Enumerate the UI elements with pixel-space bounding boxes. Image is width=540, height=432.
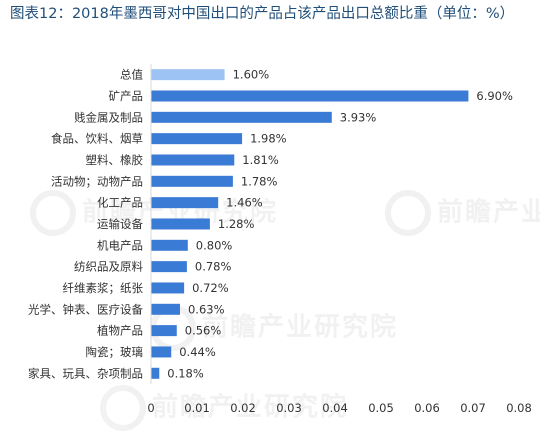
category-label: 植物产品 <box>97 324 143 338</box>
watermark-logo-icon <box>100 385 146 431</box>
value-label: 1.46% <box>226 196 263 210</box>
x-tick-label: 0.03 <box>276 401 302 415</box>
category-label: 活动物；动物产品 <box>51 174 143 188</box>
bar <box>151 261 187 273</box>
bars-layer: 总值 1.60% 矿产品 6.90% 贱金属及制品 3.93% 食品、饮料、烟草 1.98% 塑… <box>28 68 513 381</box>
bar <box>151 197 219 209</box>
value-label: 0.44% <box>179 345 216 359</box>
bar <box>151 111 332 123</box>
category-label: 贱金属及制品 <box>74 110 143 124</box>
x-axis-layer: 0 0.01 0.02 0.03 0.04 0.05 0.06 0.07 0.08 <box>147 401 531 415</box>
category-label: 塑料、橡胶 <box>86 153 144 167</box>
value-label: 1.28% <box>218 217 255 231</box>
bar <box>151 303 180 315</box>
bar <box>151 239 188 251</box>
category-label: 光学、钟表、医疗设备 <box>28 302 143 316</box>
bar <box>151 175 233 187</box>
category-label: 机电产品 <box>97 238 143 252</box>
value-label: 1.98% <box>250 132 287 146</box>
value-label: 0.63% <box>188 302 225 316</box>
bar <box>151 69 225 81</box>
category-label: 家具、玩具、杂项制品 <box>28 366 143 380</box>
value-label: 1.60% <box>233 68 270 82</box>
category-label: 纺织品及原料 <box>74 260 143 274</box>
value-label: 1.78% <box>241 174 278 188</box>
bar <box>151 367 160 379</box>
category-label: 纤维素浆；纸张 <box>63 281 144 295</box>
value-label: 3.93% <box>340 110 377 124</box>
bar <box>151 154 235 166</box>
bar <box>151 282 185 294</box>
x-tick-label: 0.01 <box>184 401 210 415</box>
x-tick-label: 0 <box>147 401 154 415</box>
category-label: 矿产品 <box>109 89 144 103</box>
x-tick-label: 0.05 <box>368 401 394 415</box>
x-tick-label: 0.02 <box>230 401 256 415</box>
bar <box>151 325 177 337</box>
bar <box>151 218 210 230</box>
value-label: 0.18% <box>167 366 204 380</box>
category-label: 化工产品 <box>97 196 143 210</box>
bar <box>151 90 469 102</box>
category-label: 运输设备 <box>97 217 143 231</box>
category-label: 食品、饮料、烟草 <box>51 132 143 146</box>
chart-title: 图表12：2018年墨西哥对中国出口的产品占该产品出口总额比重（单位：%） <box>10 6 515 22</box>
watermark-logo-icon <box>30 190 76 236</box>
watermark: 前瞻产业研究院 <box>150 305 398 351</box>
watermark: 前瞻产业研究院 <box>385 190 540 236</box>
category-label: 总值 <box>120 68 143 82</box>
value-label: 0.78% <box>195 260 232 274</box>
value-label: 0.80% <box>196 238 233 252</box>
category-label: 陶瓷；玻璃 <box>86 345 144 359</box>
x-tick-label: 0.06 <box>414 401 440 415</box>
value-label: 0.72% <box>192 281 229 295</box>
value-label: 6.90% <box>476 89 513 103</box>
bar <box>151 346 172 358</box>
x-tick-label: 0.04 <box>322 401 348 415</box>
watermark-logo-icon <box>385 190 431 236</box>
value-label: 1.81% <box>242 153 279 167</box>
x-tick-label: 0.08 <box>506 401 532 415</box>
watermark: 前瞻产业研究院 <box>100 385 348 431</box>
x-tick-label: 0.07 <box>460 401 486 415</box>
bar <box>151 133 243 145</box>
value-label: 0.56% <box>185 324 222 338</box>
